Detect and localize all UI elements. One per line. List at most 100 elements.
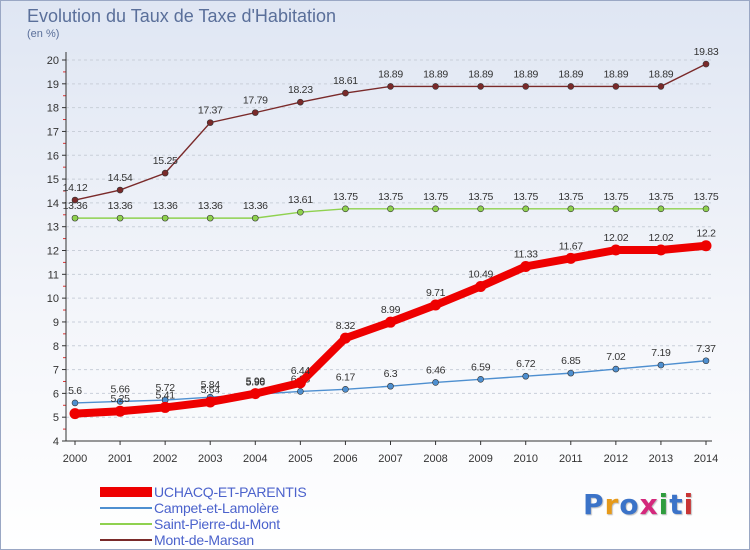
- y-tick-label: 15: [47, 174, 59, 186]
- data-label-mont-de-marsan: 18.23: [288, 84, 313, 96]
- data-point-mont-de-marsan: [297, 98, 304, 106]
- y-tick-label: 9: [53, 317, 59, 329]
- data-point-mont-de-marsan: [251, 109, 259, 116]
- data-point-uchacq-et-parentis: [655, 244, 667, 256]
- data-label-campet-et-lamol-re: 5.72: [156, 382, 176, 394]
- data-label-mont-de-marsan: 18.89: [513, 68, 538, 80]
- data-point-campet-et-lamol-re: [432, 379, 439, 386]
- data-point-saint-pierre-du-mont: [116, 214, 124, 222]
- data-label-saint-pierre-du-mont: 13.36: [108, 200, 133, 212]
- data-label-saint-pierre-du-mont: 13.75: [694, 191, 719, 203]
- data-point-uchacq-et-parentis: [565, 252, 577, 264]
- data-label-saint-pierre-du-mont: 13.75: [558, 191, 583, 203]
- data-label-campet-et-lamol-re: 5.96: [246, 376, 266, 388]
- data-label-saint-pierre-du-mont: 13.36: [198, 200, 223, 212]
- y-tick-label: 4: [53, 436, 59, 448]
- data-label-saint-pierre-du-mont: 13.75: [513, 191, 538, 203]
- data-point-uchacq-et-parentis: [294, 377, 306, 389]
- x-tick-label: 2008: [423, 453, 447, 465]
- logo-letter: x: [639, 488, 659, 521]
- data-point-mont-de-marsan: [612, 83, 620, 90]
- x-tick-label: 2012: [604, 453, 628, 465]
- data-point-mont-de-marsan: [522, 83, 530, 90]
- data-label-saint-pierre-du-mont: 13.36: [153, 200, 178, 212]
- data-label-uchacq-et-parentis: 5.99: [246, 376, 266, 388]
- legend-label-mont-de-marsan: Mont-de-Marsan: [154, 532, 254, 548]
- data-point-uchacq-et-parentis: [159, 401, 171, 413]
- data-point-mont-de-marsan: [432, 83, 439, 90]
- data-point-saint-pierre-du-mont: [251, 214, 259, 222]
- data-point-campet-et-lamol-re: [567, 369, 575, 377]
- data-point-uchacq-et-parentis: [610, 244, 622, 256]
- data-point-mont-de-marsan: [702, 60, 710, 68]
- x-tick-label: 2004: [243, 453, 267, 465]
- proxiti-logo: Proxiti: [583, 488, 694, 521]
- legend-label-uchacq-et-parentis: UCHACQ-ET-PARENTIS: [154, 484, 307, 500]
- data-point-uchacq-et-parentis: [114, 405, 126, 417]
- data-label-mont-de-marsan: 14.54: [108, 172, 133, 184]
- data-label-uchacq-et-parentis: 5.41: [156, 389, 176, 401]
- data-label-campet-et-lamol-re: 5.6: [68, 385, 82, 397]
- data-point-saint-pierre-du-mont: [161, 214, 169, 222]
- data-point-uchacq-et-parentis: [520, 260, 532, 272]
- data-label-campet-et-lamol-re: 5.66: [110, 383, 130, 395]
- data-point-mont-de-marsan: [387, 83, 394, 90]
- data-label-campet-et-lamol-re: 5.84: [201, 379, 221, 391]
- data-label-uchacq-et-parentis: 12.2: [696, 228, 716, 240]
- legend-label-campet-et-lamol-re: Campet-et-Lamolère: [154, 500, 279, 516]
- data-point-saint-pierre-du-mont: [567, 205, 575, 213]
- x-tick-label: 2005: [288, 453, 312, 465]
- data-point-campet-et-lamol-re: [657, 361, 665, 369]
- y-tick-label: 7: [53, 365, 59, 377]
- data-point-campet-et-lamol-re: [477, 376, 484, 383]
- data-label-saint-pierre-du-mont: 13.75: [468, 191, 493, 203]
- data-label-mont-de-marsan: 18.61: [333, 75, 358, 87]
- data-label-uchacq-et-parentis: 8.99: [381, 304, 401, 316]
- y-tick-label: 20: [47, 55, 59, 67]
- x-tick-label: 2010: [513, 453, 537, 465]
- data-label-campet-et-lamol-re: 6.46: [426, 364, 446, 376]
- data-point-uchacq-et-parentis: [475, 280, 487, 292]
- data-label-uchacq-et-parentis: 11.33: [514, 248, 538, 260]
- data-point-uchacq-et-parentis: [339, 332, 351, 344]
- data-point-campet-et-lamol-re: [342, 386, 349, 393]
- data-label-mont-de-marsan: 14.12: [63, 182, 88, 194]
- data-label-uchacq-et-parentis: 6.44: [291, 365, 311, 377]
- legend-swatch-campet-et-lamol-re: [100, 507, 152, 509]
- logo-letter: r: [604, 488, 620, 521]
- data-point-mont-de-marsan: [477, 83, 484, 90]
- y-tick-label: 13: [47, 222, 59, 234]
- x-tick-label: 2001: [108, 453, 132, 465]
- x-tick-label: 2013: [649, 453, 673, 465]
- data-point-uchacq-et-parentis: [385, 316, 396, 328]
- data-point-saint-pierre-du-mont: [522, 205, 530, 213]
- data-point-saint-pierre-du-mont: [342, 205, 349, 213]
- x-tick-label: 2011: [559, 453, 583, 465]
- data-label-saint-pierre-du-mont: 13.75: [603, 191, 628, 203]
- data-point-campet-et-lamol-re: [71, 399, 79, 407]
- y-tick-label: 5: [53, 412, 59, 424]
- data-label-saint-pierre-du-mont: 13.61: [288, 194, 313, 206]
- data-point-campet-et-lamol-re: [612, 365, 620, 373]
- y-tick-label: 18: [47, 103, 59, 115]
- y-tick-label: 12: [47, 246, 59, 258]
- data-point-uchacq-et-parentis: [430, 299, 442, 311]
- data-label-campet-et-lamol-re: 6.3: [384, 368, 398, 380]
- data-point-campet-et-lamol-re: [522, 372, 530, 380]
- data-label-campet-et-lamol-re: 6.17: [336, 371, 356, 383]
- y-tick-label: 11: [48, 269, 59, 281]
- y-tick-label: 8: [53, 341, 59, 353]
- data-label-mont-de-marsan: 18.89: [603, 68, 628, 80]
- data-point-campet-et-lamol-re: [297, 388, 304, 395]
- data-label-uchacq-et-parentis: 12.02: [603, 232, 628, 244]
- data-label-campet-et-lamol-re: 6.72: [516, 358, 536, 370]
- data-point-saint-pierre-du-mont: [477, 205, 484, 213]
- chart-title: Evolution du Taux de Taxe d'Habitation: [27, 6, 336, 26]
- data-point-saint-pierre-du-mont: [657, 205, 665, 213]
- legend-swatch-uchacq-et-parentis: [100, 487, 152, 497]
- data-point-saint-pierre-du-mont: [206, 214, 214, 222]
- data-label-saint-pierre-du-mont: 13.75: [423, 191, 448, 203]
- y-tick-label: 10: [47, 293, 59, 305]
